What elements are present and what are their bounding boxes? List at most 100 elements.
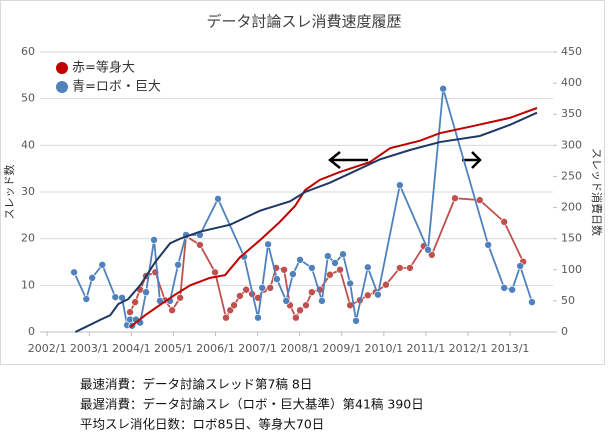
data-point (336, 265, 344, 274)
x-tick-label: 2002/1 (28, 342, 67, 355)
legend-label: 赤=等身大 (72, 60, 135, 76)
data-point (364, 291, 372, 300)
data-point (266, 284, 274, 292)
arrow-right (462, 151, 482, 169)
data-point (326, 270, 334, 279)
data-point (226, 306, 235, 315)
data-point (406, 264, 414, 272)
data-point (308, 288, 316, 296)
data-point (528, 298, 536, 306)
data-point (98, 260, 107, 269)
data-point (82, 295, 91, 303)
x-tick-label: 2012/1 (449, 342, 488, 355)
x-tick-label: 2006/1 (196, 342, 235, 355)
y2-tick-label: 450 (561, 45, 582, 58)
y2-tick-label: 300 (561, 138, 582, 151)
y-tick-label: 20 (21, 232, 35, 245)
data-point (296, 306, 304, 315)
y2-tick-label: 100 (561, 263, 582, 276)
y2-tick-label: 400 (561, 76, 582, 89)
data-point (150, 236, 158, 244)
y-tick-label: 60 (21, 45, 35, 58)
legend-marker (56, 62, 68, 74)
data-point (282, 297, 290, 305)
data-point (364, 263, 372, 272)
y2-tick-label: 0 (561, 325, 568, 338)
data-point (346, 279, 354, 288)
y2-tick-label: 250 (561, 169, 582, 182)
x-tick-label: 2007/1 (238, 342, 277, 355)
data-point (427, 251, 436, 259)
data-point (508, 285, 516, 294)
y-tick-label: 50 (21, 92, 35, 105)
data-point (70, 268, 78, 277)
data-point (424, 246, 432, 254)
data-point (331, 259, 339, 267)
data-point (516, 262, 524, 270)
cumulative-line (129, 107, 538, 329)
data-point (500, 284, 508, 292)
x-tick-label: 2009/1 (322, 342, 361, 355)
data-point (396, 264, 404, 272)
legend-marker (56, 81, 68, 93)
data-point (396, 181, 404, 189)
data-point (131, 298, 139, 306)
chart-title: データ討論スレ消費速度履歴 (206, 13, 401, 31)
y-tick-label: 10 (21, 278, 35, 291)
data-point (196, 241, 204, 249)
y-tick-label: 0 (28, 325, 35, 338)
data-point (308, 264, 316, 272)
data-point (88, 274, 96, 282)
data-point (296, 256, 304, 264)
x-tick-label: 2013/1 (491, 342, 530, 355)
data-point (264, 240, 272, 249)
note: 最速消費：データ討論スレッド第7稿 8日 (80, 377, 312, 392)
data-point (176, 293, 184, 302)
data-point (292, 313, 300, 322)
data-point (236, 292, 244, 300)
x-tick-label: 2011/1 (407, 342, 446, 355)
note: 平均スレ消化日数：ロボ85日、等身大70日 (80, 417, 324, 432)
data-point (339, 250, 347, 259)
data-point (318, 297, 326, 305)
x-tick-label: 2010/1 (364, 342, 403, 355)
cumulative-line (74, 111, 538, 333)
y2-tick-label: 150 (561, 232, 582, 245)
x-tick-label: 2008/1 (280, 342, 319, 355)
data-point (142, 288, 150, 296)
x-tick-label: 2004/1 (112, 342, 151, 355)
y-tick-label: 30 (21, 185, 35, 198)
y-axis-title: スレッド数 (3, 165, 16, 220)
data-point (273, 275, 281, 283)
y2-tick-label: 350 (561, 107, 582, 120)
data-point (302, 301, 310, 310)
data-point (475, 196, 484, 204)
data-point (242, 285, 251, 294)
data-point (484, 241, 492, 249)
x-tick-label: 2005/1 (154, 342, 193, 355)
data-point (324, 252, 332, 260)
data-point (439, 84, 447, 93)
y2-tick-label: 200 (561, 201, 582, 214)
data-point (214, 195, 222, 203)
x-tick-label: 2003/1 (70, 342, 109, 355)
data-point (126, 308, 134, 316)
data-point (168, 306, 176, 315)
data-point (254, 313, 262, 322)
data-point (111, 293, 120, 301)
y-tick-label: 40 (21, 138, 35, 151)
data-point (258, 284, 267, 292)
data-point (374, 290, 382, 299)
data-point (382, 280, 390, 289)
data-point (500, 218, 508, 226)
arrow-left (327, 151, 368, 169)
data-point (174, 260, 182, 269)
data-point (289, 270, 297, 278)
note: 最遅消費：データ討論スレ（ロボ・巨大基準）第41稿 390日 (80, 397, 424, 412)
data-point (352, 316, 360, 325)
legend-label: 青=ロボ・巨大 (72, 80, 161, 95)
data-point (211, 268, 219, 277)
data-point (230, 301, 238, 310)
data-point (451, 194, 459, 203)
